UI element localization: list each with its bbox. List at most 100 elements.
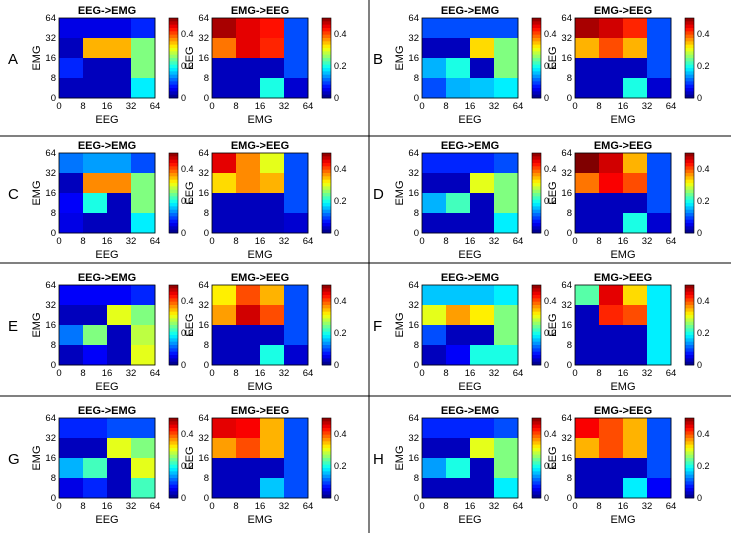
heatmap-cell (59, 78, 84, 99)
y-axis-label: EEG (547, 181, 559, 204)
colorbar-segment (532, 169, 541, 174)
y-axis-label: EMG (394, 445, 406, 470)
colorbar-segment (322, 331, 331, 336)
heatmap-cell (575, 438, 600, 459)
colorbar-segment (169, 318, 178, 323)
panel-letter: C (8, 186, 19, 203)
x-tick-label: 8 (233, 368, 238, 379)
heatmap-cell (599, 58, 624, 79)
y-tick-label: 8 (414, 208, 419, 219)
heatmap-cell (623, 305, 648, 326)
heatmap-A-left: EEG->EMG 0 8 16 32 64 0 8 16 32 64 EEG EMG 0 0.2 0.4 (31, 5, 194, 126)
heatmap-cell (236, 325, 261, 346)
colorbar-segment (322, 219, 331, 224)
colorbar-segment (322, 34, 331, 39)
y-axis-label: EEG (547, 46, 559, 69)
colorbar-segment (169, 74, 178, 79)
heatmap-cell (494, 78, 519, 99)
heatmap-cell (107, 78, 132, 99)
colorbar-segment (532, 166, 541, 171)
x-tick-label: 64 (150, 368, 161, 379)
heatmap-cell (107, 458, 132, 479)
heatmap-cell (599, 213, 624, 234)
colorbar-segment (169, 58, 178, 62)
colorbar-segment (322, 474, 331, 479)
colorbar-segment (685, 58, 694, 62)
x-tick-label: 32 (279, 368, 290, 379)
x-tick-label: 8 (233, 501, 238, 512)
colorbar-segment (322, 428, 331, 432)
colorbar-tick-label: 0.2 (181, 196, 194, 206)
heatmap-cell (623, 213, 648, 234)
colorbar-segment (685, 84, 694, 89)
colorbar-tick-label: 0.4 (334, 296, 347, 306)
colorbar-tick-label: 0 (181, 493, 186, 503)
x-tick-label: 0 (56, 101, 61, 112)
x-tick-label: 64 (513, 101, 524, 112)
colorbar-segment (322, 189, 331, 194)
y-tick-label: 16 (198, 53, 209, 64)
colorbar-segment (685, 91, 694, 96)
x-tick-label: 0 (572, 101, 577, 112)
heatmap-cell (422, 418, 447, 439)
colorbar-segment (169, 484, 178, 489)
colorbar-tick-label: 0.4 (697, 429, 710, 439)
colorbar-segment (532, 325, 541, 329)
colorbar-segment (322, 308, 331, 313)
heatmap-cell (131, 78, 156, 99)
colorbar-segment (532, 345, 541, 349)
colorbar-segment (685, 431, 694, 436)
x-tick-label: 32 (642, 236, 653, 247)
heatmap-cell (575, 213, 600, 234)
heatmap-cell (422, 305, 447, 326)
colorbar-frame (684, 417, 695, 499)
colorbar-segment (169, 488, 178, 492)
heatmap-cell (575, 458, 600, 479)
heatmap-cell (107, 325, 132, 346)
heatmap-cell (575, 325, 600, 346)
colorbar-segment (169, 478, 178, 482)
panel-letter: F (373, 318, 382, 335)
y-tick-label: 8 (567, 73, 572, 84)
colorbar-segment (322, 196, 331, 201)
x-tick-label: 32 (642, 368, 653, 379)
y-tick-label: 0 (567, 93, 572, 104)
panel-letter: H (373, 451, 384, 468)
colorbar-segment (322, 24, 331, 29)
colorbar-segment (685, 48, 694, 52)
colorbar-tick-label: 0.2 (697, 61, 710, 71)
heatmap-cell (131, 38, 156, 59)
colorbar-segment (322, 41, 331, 46)
heatmap-cell (494, 18, 519, 39)
heatmap-cell (599, 305, 624, 326)
y-tick-label: 0 (51, 228, 56, 239)
x-tick-label: 32 (489, 368, 500, 379)
colorbar-segment (169, 41, 178, 46)
colorbar-segment (322, 176, 331, 181)
colorbar-frame (684, 17, 695, 99)
heatmap-cell (131, 458, 156, 479)
heatmap-cell (131, 18, 156, 39)
x-tick-label: 16 (618, 101, 629, 112)
colorbar-segment (685, 358, 694, 363)
heatmap-cell (260, 478, 285, 499)
y-tick-label: 64 (45, 13, 56, 24)
colorbar-segment (685, 471, 694, 476)
heatmap-cell (83, 38, 108, 59)
heatmap-cell (647, 18, 672, 39)
colorbar-segment (322, 71, 331, 76)
heatmap-cell (623, 193, 648, 214)
colorbar-segment (532, 484, 541, 489)
heatmap-cell (212, 193, 237, 214)
heatmap-cell (647, 418, 672, 439)
colorbar-segment (532, 209, 541, 214)
heatmap-cell (212, 18, 237, 39)
x-tick-label: 16 (465, 368, 476, 379)
x-tick-label: 8 (443, 236, 448, 247)
colorbar-segment (169, 206, 178, 211)
heatmap-cell (107, 153, 132, 174)
colorbar-segment (322, 81, 331, 86)
heatmap-cell (59, 325, 84, 346)
colorbar-tick-label: 0.4 (544, 29, 557, 39)
